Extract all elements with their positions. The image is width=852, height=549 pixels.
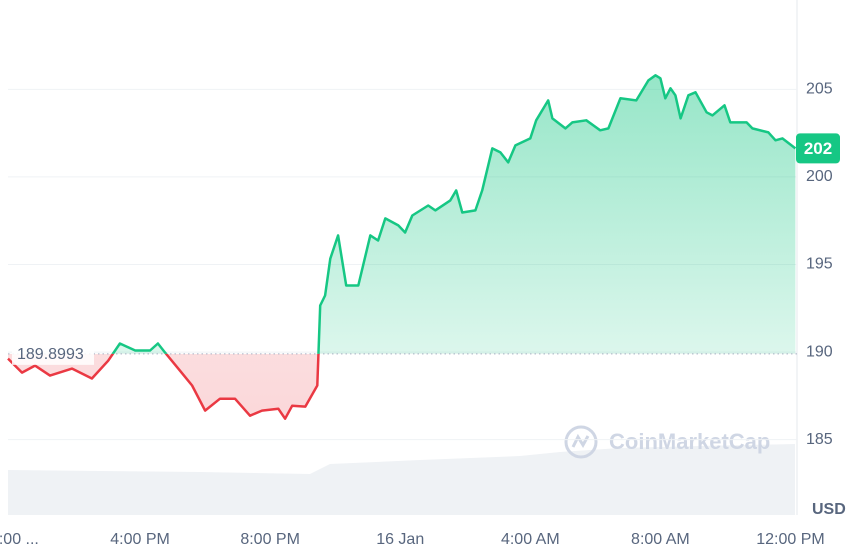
x-tick-label: 8:00 AM (631, 531, 690, 548)
price-tag: 202 (804, 139, 832, 158)
y-tick-label: 195 (806, 256, 833, 273)
area-up (112, 75, 796, 354)
y-tick-label: 205 (806, 81, 833, 98)
x-tick-label: 8:00 PM (240, 531, 300, 548)
y-axis-unit: USD (812, 501, 846, 518)
y-tick-label: 190 (806, 343, 833, 360)
baseline-label-bg (12, 342, 94, 365)
x-tick-label: 4:00 PM (110, 531, 170, 548)
x-tick-label: 12:00 PM (756, 531, 824, 548)
watermark-logo (564, 425, 598, 459)
area-down (8, 353, 796, 419)
y-tick-label: 185 (806, 431, 833, 448)
x-tick-label: 4:00 AM (501, 531, 560, 548)
y-tick-label: 200 (806, 168, 833, 185)
baseline-label: 189.8993 (17, 346, 84, 363)
watermark: CoinMarketCap (609, 429, 770, 454)
x-tick-label: 16 Jan (376, 531, 424, 548)
price-tag-bg (796, 133, 840, 164)
x-tick-label: 12:00 ... (0, 531, 39, 548)
price-line-up (111, 74, 797, 354)
volume-area (8, 444, 795, 515)
price-line-down (7, 353, 320, 420)
